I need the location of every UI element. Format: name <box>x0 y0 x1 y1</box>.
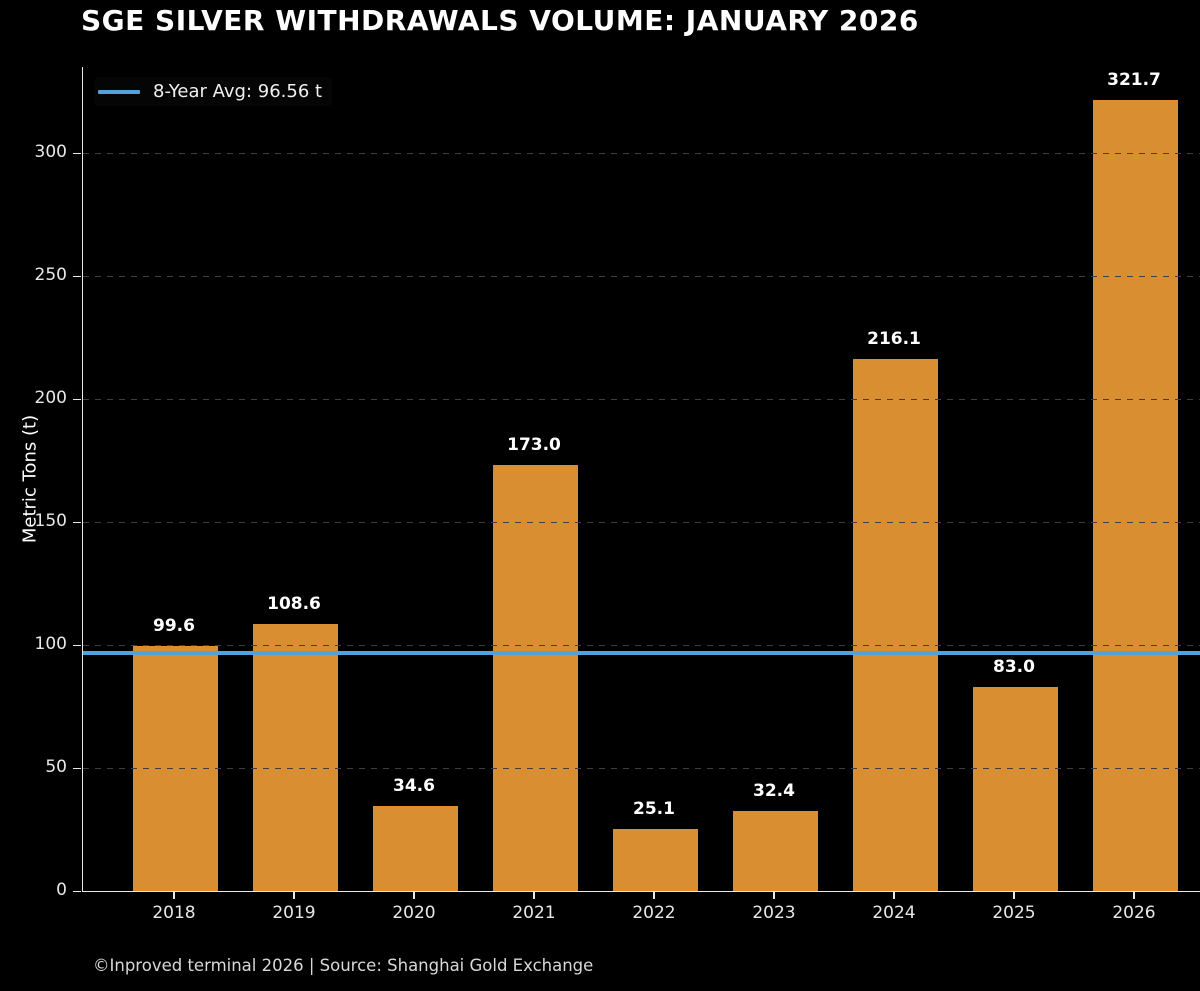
x-tick-mark-2019 <box>293 892 295 899</box>
y-tick-label-100: 100 <box>34 634 67 655</box>
y-tick-label-200: 200 <box>34 388 67 409</box>
bar-2026 <box>1092 99 1178 891</box>
x-tick-mark-2023 <box>773 892 775 899</box>
bar-2021 <box>492 465 578 891</box>
y-tick-label-300: 300 <box>34 142 67 163</box>
gridline-y-300 <box>83 152 1200 154</box>
y-tick-label-50: 50 <box>45 757 67 777</box>
y-tick-mark-100 <box>73 644 81 647</box>
bar-value-label-2018: 99.6 <box>153 616 195 636</box>
x-tick-mark-2018 <box>173 892 175 899</box>
x-tick-mark-2022 <box>653 892 655 899</box>
gridline-y-250 <box>83 275 1200 277</box>
avg-line-legend-label: 8-Year Avg: 96.56 t <box>153 81 323 102</box>
y-tick-mark-200 <box>73 398 81 401</box>
bar-value-label-2019: 108.6 <box>267 593 321 614</box>
bar-value-label-2024: 216.1 <box>867 329 921 350</box>
bar-value-label-2026: 321.7 <box>1107 69 1161 90</box>
average-line <box>83 651 1200 656</box>
bar-2022 <box>612 829 698 891</box>
bar-value-label-2021: 173.0 <box>507 435 561 456</box>
avg-line-legend-swatch <box>98 89 140 94</box>
bar-value-label-2020: 34.6 <box>393 775 435 796</box>
bar-value-label-2025: 83.0 <box>993 656 1035 677</box>
y-tick-mark-50 <box>73 767 81 769</box>
gridline-y-150 <box>83 521 1200 523</box>
x-tick-label-2019: 2019 <box>272 903 316 923</box>
bar-2019 <box>252 623 338 891</box>
bar-value-label-2022: 25.1 <box>633 799 675 820</box>
y-tick-mark-250 <box>73 275 81 278</box>
gridline-y-50 <box>83 767 1200 769</box>
x-tick-mark-2025 <box>1013 892 1015 899</box>
x-tick-label-2023: 2023 <box>752 903 796 923</box>
gridline-y-200 <box>83 398 1200 400</box>
y-tick-mark-300 <box>73 152 81 155</box>
x-tick-label-2026: 2026 <box>1112 903 1156 923</box>
x-tick-label-2024: 2024 <box>872 903 916 923</box>
x-tick-mark-2024 <box>893 892 895 899</box>
x-tick-mark-2026 <box>1133 892 1135 899</box>
bar-value-label-2023: 32.4 <box>753 781 795 802</box>
bar-2025 <box>972 686 1058 891</box>
legend: 8-Year Avg: 96.56 t <box>94 77 332 106</box>
y-tick-mark-0 <box>73 890 81 892</box>
footer-attribution: ©Inproved terminal 2026 | Source: Shangh… <box>93 956 594 975</box>
x-tick-mark-2020 <box>413 892 415 899</box>
gridline-y-100 <box>83 644 1200 646</box>
x-tick-label-2021: 2021 <box>512 903 556 923</box>
bar-2024 <box>852 359 938 891</box>
x-tick-label-2025: 2025 <box>992 903 1036 923</box>
bar-2023 <box>732 811 818 891</box>
x-tick-label-2020: 2020 <box>392 903 436 923</box>
y-tick-mark-150 <box>73 521 81 524</box>
y-tick-label-0: 0 <box>56 880 67 900</box>
x-tick-label-2022: 2022 <box>632 903 676 923</box>
bar-2020 <box>372 805 458 891</box>
plot-area <box>82 67 1200 892</box>
chart-title: SGE SILVER WITHDRAWALS VOLUME: JANUARY 2… <box>81 4 919 37</box>
x-tick-label-2018: 2018 <box>152 903 196 923</box>
x-tick-mark-2021 <box>533 892 535 899</box>
y-tick-label-150: 150 <box>34 511 67 532</box>
y-tick-label-250: 250 <box>34 265 67 286</box>
